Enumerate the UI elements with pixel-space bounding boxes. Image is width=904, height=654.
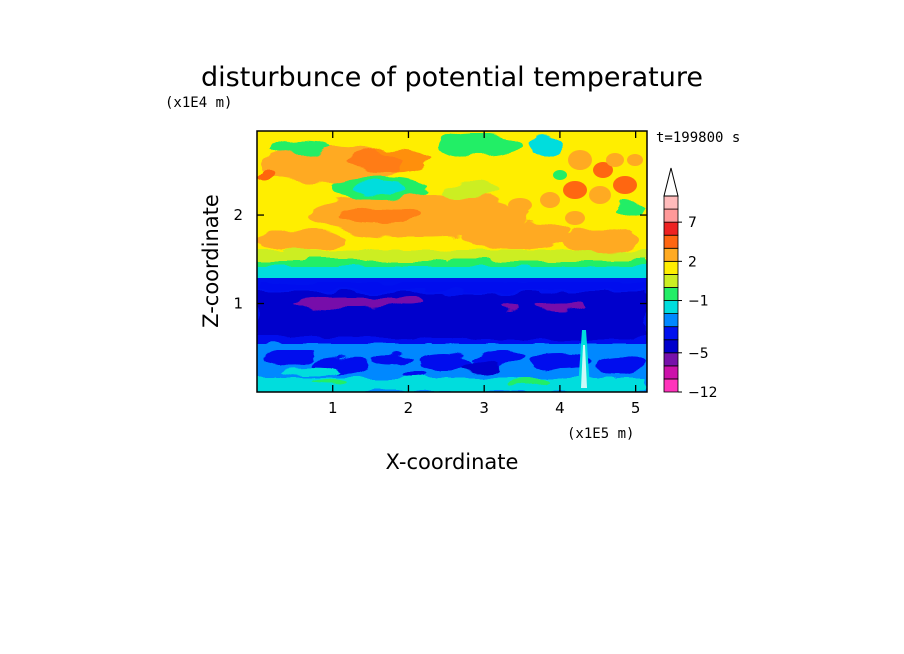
x-tick-label: 5 [631, 399, 641, 417]
lower-layer-structures [257, 350, 647, 392]
colorbar-swatch [663, 287, 679, 301]
contour-field [257, 131, 647, 392]
chart-title: disturbunce of potential temperature [201, 62, 703, 93]
colorbar-swatch [663, 208, 679, 223]
y-tick-label: 2 [233, 206, 243, 224]
x-unit-label: (x1E5 m) [567, 426, 634, 442]
colorbar-label: −1 [688, 294, 709, 310]
y-axis-label: Z-coordinate [199, 194, 223, 328]
plot-frame [256, 130, 648, 393]
colorbar-swatch [663, 378, 679, 393]
x-axis: 1 2 3 4 5 [328, 131, 640, 417]
x-axis-label: X-coordinate [386, 450, 519, 474]
y-unit-label: (x1E4 m) [165, 95, 232, 111]
colorbar-swatch [663, 352, 679, 367]
x-tick-label: 2 [404, 399, 414, 417]
colorbar-swatch [663, 365, 679, 380]
colorbar-label: 7 [688, 215, 697, 231]
colorbar-swatch [663, 260, 679, 275]
upper-layer-structures [257, 133, 647, 267]
colorbar: −12−5−127 [663, 167, 718, 401]
plume-feature [578, 330, 590, 388]
colorbar-extend-arrow [663, 167, 679, 197]
colorbar-swatch [663, 300, 679, 314]
upper-right-cells [508, 150, 643, 225]
x-tick-label: 4 [555, 399, 565, 417]
colorbar-swatch [663, 234, 679, 249]
x-tick-label: 3 [479, 399, 489, 417]
colorbar-swatch [663, 326, 679, 341]
time-label: t=199800 s [656, 130, 740, 146]
colorbar-swatch [663, 247, 679, 262]
x-tick-label: 1 [328, 399, 338, 417]
colorbar-label: −5 [688, 346, 709, 362]
colorbar-swatch [663, 339, 679, 354]
y-tick-label: 1 [233, 295, 243, 313]
colorbar-swatch [663, 273, 679, 288]
colorbar-label: −12 [688, 385, 718, 401]
colorbar-swatch [663, 195, 679, 210]
colorbar-swatch [663, 313, 679, 328]
colorbar-swatch [663, 221, 679, 236]
y-axis: 12 [233, 206, 647, 313]
colorbar-label: 2 [688, 254, 697, 270]
